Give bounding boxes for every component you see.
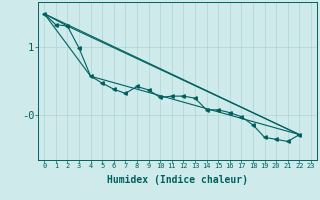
X-axis label: Humidex (Indice chaleur): Humidex (Indice chaleur) — [107, 175, 248, 185]
